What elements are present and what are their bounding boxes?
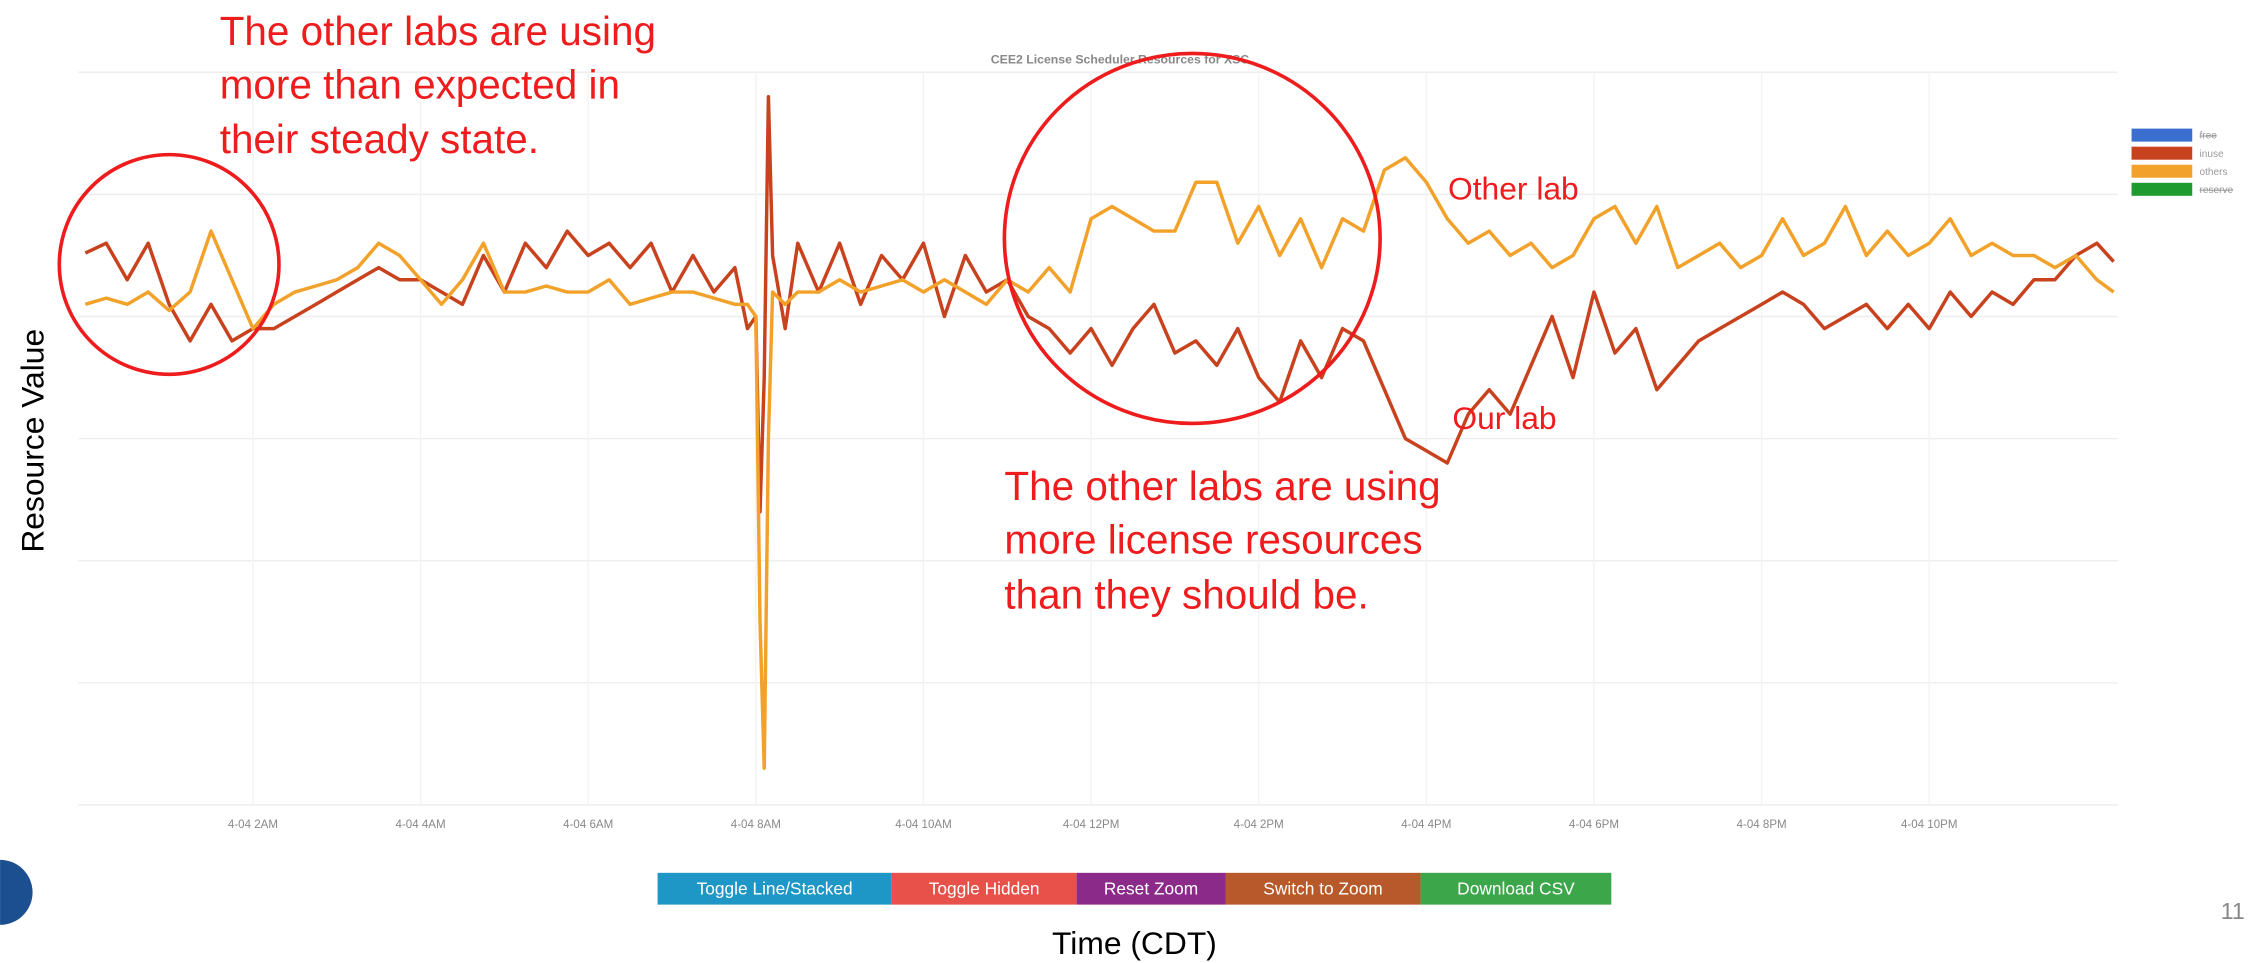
x-tick-label: 4-04 12PM — [1063, 819, 1119, 831]
x-tick-label: 4-04 8AM — [731, 819, 781, 831]
button[interactable] — [891, 872, 1077, 905]
series-line — [84, 156, 2115, 770]
annotation: Other lab — [1448, 170, 1579, 206]
page-number: 11 — [2221, 898, 2245, 924]
x-tick-label: 4-04 6AM — [563, 819, 613, 831]
y-axis-label: Resource Value — [14, 329, 50, 553]
x-tick-label: 4-04 10PM — [1901, 819, 1957, 831]
annotation: more license resources — [1004, 516, 1422, 562]
x-tick-label: 4-04 10AM — [895, 819, 951, 831]
annotation: Our lab — [1452, 400, 1556, 436]
highlight-circle — [57, 152, 281, 377]
legend-swatch — [2131, 182, 2193, 196]
button-label[interactable]: Toggle Line/Stacked — [697, 879, 853, 899]
annotation: their steady state. — [220, 116, 539, 162]
button-label[interactable]: Download CSV — [1457, 879, 1575, 899]
highlight-circle — [1002, 51, 1382, 426]
button[interactable] — [657, 872, 892, 905]
button[interactable] — [1076, 872, 1226, 905]
x-tick-label: 4-04 2PM — [1234, 819, 1284, 831]
button[interactable] — [1225, 872, 1421, 905]
annotation: more than expected in — [220, 61, 620, 107]
legend-label: others — [2199, 167, 2227, 178]
x-tick-label: 4-04 4AM — [396, 819, 446, 831]
series-line — [84, 94, 2115, 514]
legend-label: inuse — [2199, 149, 2224, 160]
annotation: than they should be. — [1004, 571, 1368, 617]
button-label[interactable]: Switch to Zoom — [1263, 879, 1382, 899]
legend-swatch — [2131, 164, 2193, 178]
annotation: The other labs are using — [1004, 463, 1440, 509]
logo — [0, 859, 33, 925]
x-axis-label: Time (CDT) — [1052, 925, 1217, 961]
x-tick-label: 4-04 2AM — [228, 819, 278, 831]
button-bar: Toggle Line/Stacked Toggle Hidden Reset Zo… — [657, 872, 1612, 905]
grid: 4-04 2AM 4-04 4AM 4-04 6AM 4-04 8AM 4-04 10A… — [78, 71, 2118, 831]
button-label[interactable]: Toggle Hidden — [929, 879, 1040, 899]
x-tick-label: 4-04 8PM — [1737, 819, 1787, 831]
legend: free inuse others reserve — [2131, 128, 2234, 196]
chart-title: CEE2 License Scheduler Resources for XSC — [991, 53, 1249, 67]
annotation: The other labs are using — [220, 8, 656, 54]
x-tick-label: 4-04 6PM — [1569, 819, 1619, 831]
x-tick-label: 4-04 4PM — [1401, 819, 1451, 831]
legend-swatch — [2131, 128, 2193, 142]
legend-swatch — [2131, 146, 2193, 160]
button[interactable] — [1420, 872, 1612, 905]
button-label[interactable]: Reset Zoom — [1104, 879, 1198, 899]
legend-label: reserve — [2199, 185, 2233, 196]
plot — [84, 94, 2115, 770]
legend-label: free — [2199, 131, 2217, 142]
